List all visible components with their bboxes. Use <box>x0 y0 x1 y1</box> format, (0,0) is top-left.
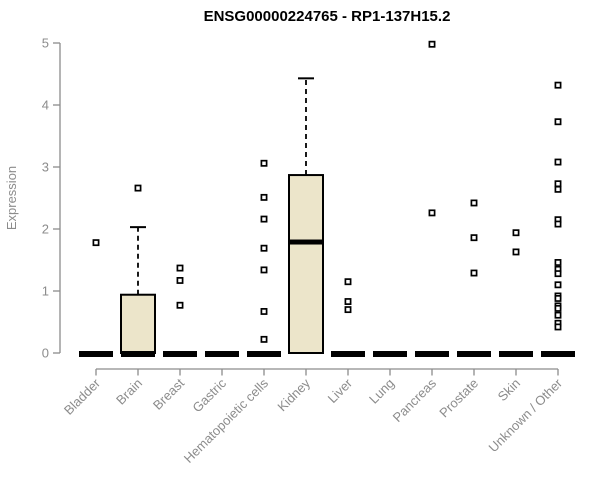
median-bar-unknown-other <box>541 351 575 357</box>
y-axis-label: Expression <box>4 166 19 230</box>
outlier-point-hematopoietic-cells <box>260 159 268 167</box>
outlier-point-unknown-other <box>554 304 562 312</box>
x-axis-category-label-bladder: Bladder <box>61 375 104 418</box>
x-axis-category-label-kidney: Kidney <box>274 375 313 414</box>
y-axis-tick-label: 4 <box>42 98 49 113</box>
x-axis-category-label-gastric: Gastric <box>189 375 229 415</box>
median-bar-hematopoietic-cells <box>247 351 281 357</box>
median-bar-gastric <box>205 351 239 357</box>
outlier-point-unknown-other <box>554 81 562 89</box>
outlier-point-pancreas <box>428 209 436 217</box>
median-bar-prostate <box>457 351 491 357</box>
outlier-point-liver <box>344 298 352 305</box>
median-bar-liver <box>331 351 365 357</box>
x-axis-category-label-skin: Skin <box>495 376 523 404</box>
median-bar-brain <box>121 351 155 357</box>
median-bar-kidney <box>289 239 323 245</box>
box-kidney <box>288 174 324 354</box>
median-bar-skin <box>499 351 533 357</box>
outlier-point-unknown-other <box>554 118 562 126</box>
outlier-point-hematopoietic-cells <box>260 193 268 201</box>
y-axis-tick-label: 0 <box>42 346 49 361</box>
x-axis-category-label-brain: Brain <box>113 376 145 408</box>
outlier-point-prostate <box>470 234 478 242</box>
outlier-point-unknown-other <box>554 270 562 278</box>
outlier-point-unknown-other <box>554 220 562 228</box>
outlier-point-unknown-other <box>554 281 562 289</box>
outlier-point-unknown-other <box>554 180 562 188</box>
outlier-point-hematopoietic-cells <box>260 308 268 315</box>
x-axis-category-label-prostate: Prostate <box>436 376 481 421</box>
x-axis-category-label-lung: Lung <box>366 376 397 407</box>
median-bar-lung <box>373 351 407 357</box>
outlier-point-unknown-other <box>554 323 562 331</box>
y-axis-tick-label: 2 <box>42 222 49 237</box>
outlier-point-breast <box>176 277 184 284</box>
outlier-point-liver <box>344 278 352 286</box>
y-axis-tick-label: 1 <box>42 284 49 299</box>
outlier-point-brain <box>134 184 142 192</box>
chart-title: ENSG00000224765 - RP1-137H15.2 <box>204 8 451 25</box>
outlier-point-breast <box>176 301 184 309</box>
outlier-point-prostate <box>470 199 478 207</box>
outlier-point-unknown-other <box>554 185 562 193</box>
outlier-point-unknown-other <box>554 259 562 266</box>
outlier-point-skin <box>512 229 520 237</box>
outlier-point-unknown-other <box>554 311 562 319</box>
outlier-point-skin <box>512 248 520 256</box>
outlier-point-unknown-other <box>554 158 562 166</box>
outlier-point-bladder <box>92 239 100 247</box>
y-axis-tick-label: 5 <box>42 36 49 51</box>
outlier-point-hematopoietic-cells <box>260 244 268 252</box>
outlier-point-hematopoietic-cells <box>260 266 268 274</box>
median-bar-pancreas <box>415 351 449 357</box>
outlier-point-hematopoietic-cells <box>260 215 268 223</box>
outlier-point-breast <box>176 264 184 272</box>
x-axis-category-label-breast: Breast <box>150 375 187 412</box>
outlier-point-prostate <box>470 269 478 277</box>
outlier-point-pancreas <box>428 40 436 48</box>
y-axis-tick-label: 3 <box>42 160 49 175</box>
median-bar-bladder <box>79 351 113 357</box>
x-axis-category-label-unknown-other: Unknown / Other <box>486 375 566 455</box>
median-bar-breast <box>163 351 197 357</box>
x-axis-category-label-liver: Liver <box>325 375 356 406</box>
x-axis-category-label-pancreas: Pancreas <box>390 375 440 425</box>
outlier-point-hematopoietic-cells <box>260 335 268 343</box>
outlier-point-unknown-other <box>554 294 562 302</box>
box-brain <box>120 293 156 354</box>
outlier-point-liver <box>344 306 352 314</box>
